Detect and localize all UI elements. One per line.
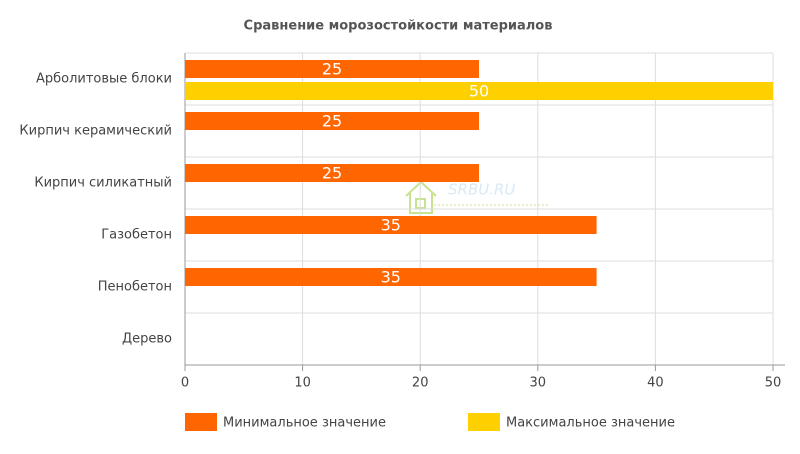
y-tick-label: Дерево [122, 332, 172, 347]
bar [185, 112, 479, 130]
legend-swatch [468, 413, 500, 431]
bar [185, 164, 479, 182]
y-tick-label: Пенобетон [98, 280, 172, 295]
watermark: SRBU.RU [448, 181, 515, 199]
bar [185, 216, 597, 234]
x-tick-label: 20 [412, 376, 429, 391]
x-tick-label: 0 [181, 376, 189, 391]
bar [185, 268, 597, 286]
legend-swatch [185, 413, 217, 431]
bar [185, 60, 479, 78]
y-tick-label: Кирпич керамический [19, 124, 172, 139]
y-tick-label: Кирпич силикатный [34, 176, 172, 191]
legend-label: Максимальное значение [506, 416, 675, 431]
y-tick-label: Арболитовые блоки [36, 72, 172, 87]
x-tick-label: 10 [294, 376, 311, 391]
bar-value-label: 25 [322, 164, 342, 183]
legend-label: Минимальное значение [223, 416, 386, 431]
bar-value-label: 25 [322, 112, 342, 131]
x-tick-label: 50 [765, 376, 782, 391]
x-tick-label: 30 [530, 376, 547, 391]
bar [185, 82, 773, 100]
bar-value-label: 50 [469, 82, 489, 101]
x-tick-label: 40 [647, 376, 664, 391]
bar-value-label: 35 [381, 268, 401, 287]
chart-title: Сравнение морозостойкости материалов [244, 19, 553, 34]
bar-value-label: 25 [322, 60, 342, 79]
y-tick-label: Газобетон [101, 228, 172, 243]
bar-value-label: 35 [381, 216, 401, 235]
